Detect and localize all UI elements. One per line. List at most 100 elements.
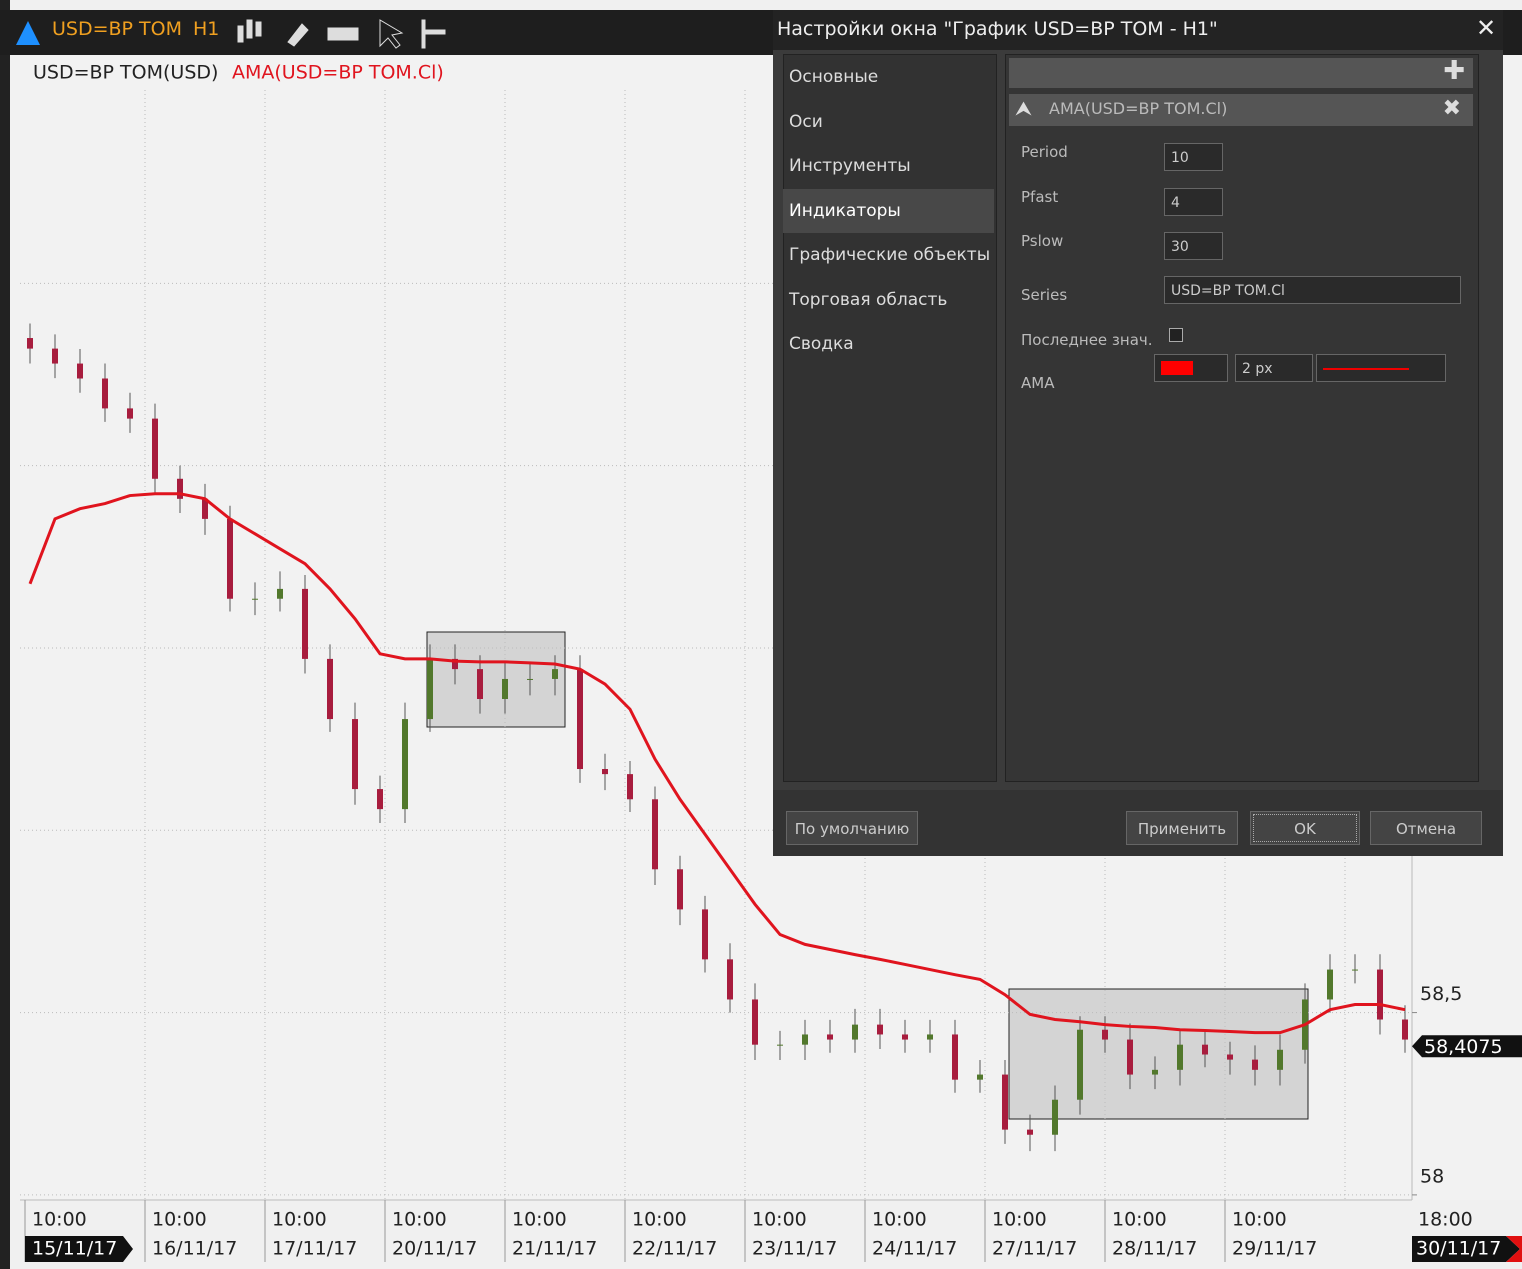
candle-body <box>427 658 433 720</box>
candle-body <box>677 869 683 910</box>
candle-body <box>1027 1129 1033 1135</box>
checkbox[interactable] <box>1169 328 1183 342</box>
series-select[interactable]: USD=BP TOM.Cl <box>1164 276 1461 304</box>
candle-body <box>1152 1069 1158 1075</box>
candle-body <box>702 909 708 960</box>
candle-body <box>777 1044 783 1046</box>
icon <box>16 21 40 45</box>
width-select[interactable]: 2 px <box>1235 354 1313 382</box>
y-tick-label: 58 <box>1420 1165 1444 1187</box>
field-label: Period <box>1021 143 1068 161</box>
x-date-label: 15/11/17 <box>32 1238 117 1260</box>
candle-body <box>1327 969 1333 1000</box>
candle-body <box>477 669 483 700</box>
x-date-label: 20/11/17 <box>392 1238 477 1260</box>
candle-body <box>77 363 83 379</box>
date-box <box>1412 1236 1520 1262</box>
button[interactable]: По умолчанию <box>786 811 918 845</box>
candle-body <box>827 1034 833 1040</box>
remove[interactable]: ✖ <box>1442 96 1461 121</box>
candle-body <box>1252 1059 1258 1070</box>
field-label: Pslow <box>1021 232 1064 250</box>
x-time-label: 10:00 <box>752 1209 807 1231</box>
candle-body <box>602 769 608 775</box>
color-select[interactable] <box>1154 354 1228 382</box>
settings-dialog: Настройки окна "График USD=BP TOM - H1" … <box>773 10 1503 856</box>
candle-body <box>202 498 208 519</box>
menu-item[interactable]: Индикаторы <box>783 188 994 233</box>
symbol[interactable]: USD=BP TOM <box>52 18 183 40</box>
candle-body <box>1377 969 1383 1020</box>
legend: AMA(USD=BP TOM.Cl) <box>232 62 444 84</box>
candle-body <box>377 789 383 810</box>
frame <box>0 0 10 1269</box>
candle-body <box>152 418 158 479</box>
candle-body <box>727 959 733 1000</box>
close[interactable]: ✕ <box>1476 14 1497 42</box>
field-label: Pfast <box>1021 187 1059 206</box>
x-date-label: 30/11/17 <box>1416 1238 1501 1260</box>
x-time-label: 10:00 <box>272 1209 327 1231</box>
candle-body <box>1127 1039 1133 1075</box>
x-date-label: 16/11/17 <box>152 1238 237 1260</box>
candle-body <box>552 669 558 679</box>
x-time-label: 10:00 <box>512 1209 567 1231</box>
menu-item[interactable]: Торговая область <box>789 289 948 310</box>
button[interactable]: OK <box>1250 811 1360 845</box>
menu-item[interactable]: Графические объекты <box>789 245 991 265</box>
candle-body <box>402 719 408 810</box>
candle-body <box>1002 1074 1008 1130</box>
button[interactable]: Отмена <box>1370 811 1482 845</box>
menu-panel <box>783 54 997 782</box>
date-box <box>25 1236 133 1262</box>
legend: USD=BP TOM(USD) <box>33 62 218 84</box>
candle-body <box>327 658 333 720</box>
candle-body <box>452 658 458 670</box>
add-bar: ✚ <box>1009 56 1473 88</box>
x-time-label: 10:00 <box>392 1209 447 1231</box>
style-select[interactable] <box>1316 354 1446 382</box>
menu-item[interactable]: Оси <box>789 111 823 132</box>
field-input[interactable]: 30 <box>1164 232 1223 260</box>
menu-item[interactable]: Основные <box>789 67 879 87</box>
menu-item[interactable]: Инструменты <box>789 156 911 176</box>
dialog-header <box>773 10 1503 50</box>
field-label: AMA <box>1021 374 1055 392</box>
x-time-label: 10:00 <box>32 1209 87 1231</box>
x-time-label: 10:00 <box>1232 1209 1287 1231</box>
x-time-label: 10:00 <box>1112 1209 1167 1231</box>
candle-body <box>102 378 108 409</box>
candle-body <box>502 678 508 700</box>
candle-body <box>627 774 633 800</box>
candle-body <box>127 408 133 419</box>
y-tick-label: 58,5 <box>1420 983 1462 1005</box>
field-input[interactable]: 10 <box>1164 143 1223 171</box>
candle-body <box>802 1034 808 1045</box>
candle-body <box>1202 1044 1208 1055</box>
candle-body <box>852 1024 858 1040</box>
indicator-name: AMA(USD=BP TOM.Cl) <box>1049 99 1228 118</box>
timeframe[interactable]: H1 <box>193 18 220 40</box>
x-time-label: 10:00 <box>632 1209 687 1231</box>
candle-body <box>1052 1099 1058 1135</box>
candle-body <box>577 669 583 770</box>
add[interactable]: ✚ <box>1443 56 1465 86</box>
candle-body <box>1227 1054 1233 1060</box>
candle-body <box>1102 1029 1108 1040</box>
collapse[interactable]: ⮝ <box>1015 96 1032 120</box>
button[interactable]: Применить <box>1126 811 1238 845</box>
x-time-label: 10:00 <box>992 1209 1047 1231</box>
candle-body <box>1077 1029 1083 1100</box>
candle-body <box>752 999 758 1045</box>
candle-body <box>252 598 258 600</box>
menu-item[interactable]: Сводка <box>789 334 854 354</box>
x-date-label: 29/11/17 <box>1232 1238 1317 1260</box>
candle-body <box>1177 1044 1183 1070</box>
candle-body <box>877 1024 883 1035</box>
tools <box>237 19 446 49</box>
field-label: Последнее знач. <box>1021 331 1153 349</box>
x-time-label: 18:00 <box>1418 1209 1473 1231</box>
selection <box>1008 988 1309 1120</box>
field-input[interactable]: 4 <box>1164 187 1223 216</box>
